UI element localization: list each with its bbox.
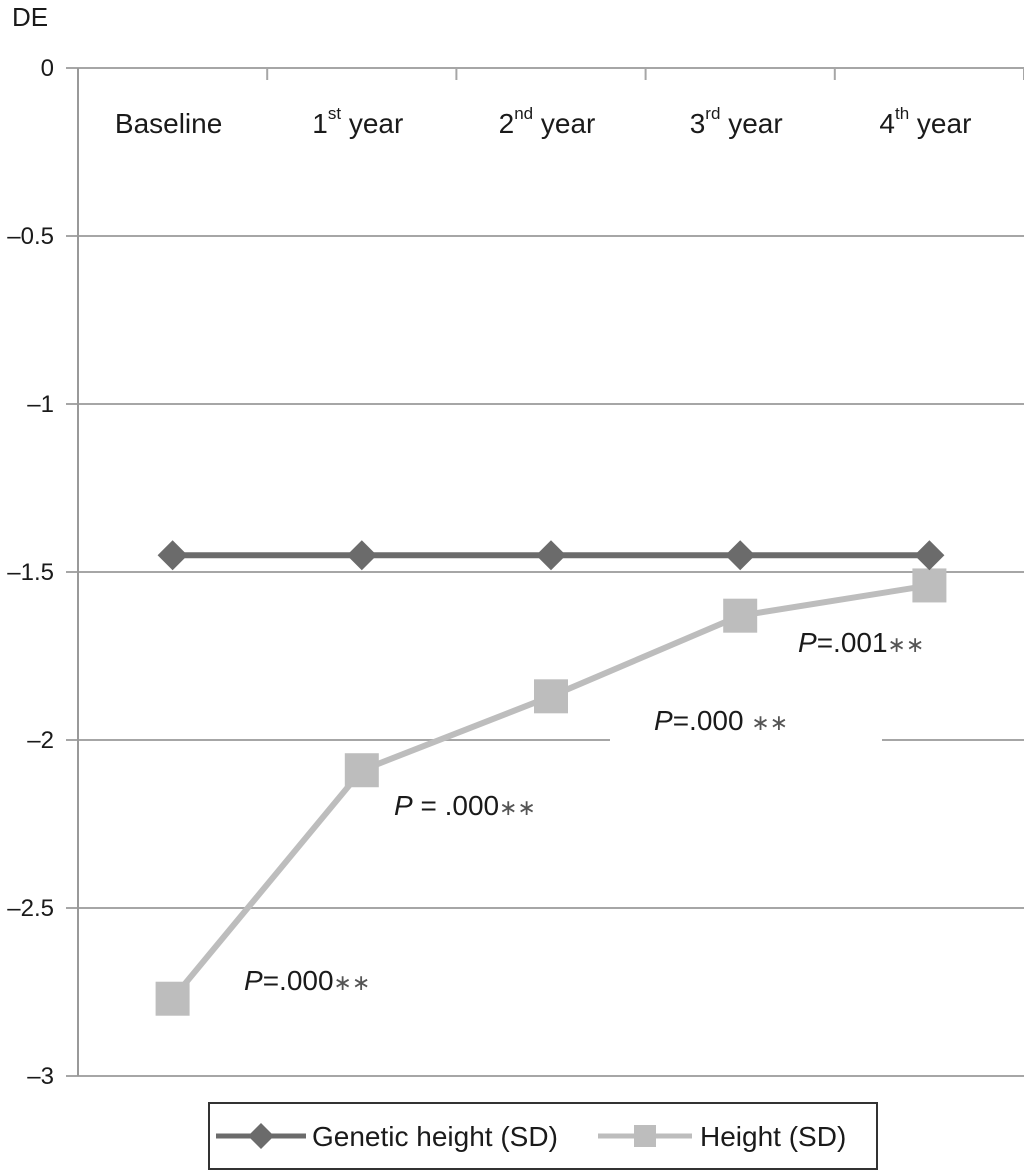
- legend-label-genetic-height: Genetic height (SD): [312, 1121, 558, 1152]
- data-point-height-sd: [344, 753, 379, 788]
- series-layer: [155, 540, 947, 1016]
- data-point-height-sd: [912, 568, 947, 603]
- category-label: 2nd year: [499, 104, 596, 139]
- legend: Genetic height (SD) Height (SD): [208, 1102, 878, 1170]
- y-tick-label: 0: [41, 55, 54, 82]
- y-axis-label: DE: [12, 2, 48, 32]
- data-point-genetic-height-sd: [536, 540, 566, 571]
- category-labels: Baseline 1st year 2nd year 3rd year 4th year: [115, 104, 972, 139]
- y-tick-label: –2.5: [7, 895, 54, 922]
- category-label: 1st year: [312, 104, 403, 139]
- y-tick-labels: 0 –0.5 –1 –1.5 –2 –2.5 –3: [7, 55, 54, 1090]
- legend-label-height: Height (SD): [700, 1121, 846, 1152]
- y-tick-label: –2: [27, 727, 54, 754]
- category-label: 4th year: [879, 104, 971, 139]
- data-point-genetic-height-sd: [725, 540, 756, 571]
- y-tick-label: –0.5: [7, 223, 54, 250]
- axis-layer: DE: [12, 2, 79, 1076]
- legend-box: [208, 1102, 878, 1170]
- legend-marker-genetic-height: [248, 1123, 274, 1149]
- p-value-annotation: P=.001∗∗: [798, 627, 924, 658]
- category-label: 3rd year: [690, 104, 783, 139]
- p-value-annotation: P=.000∗∗: [244, 965, 370, 996]
- y-tick-label: –1: [27, 391, 54, 418]
- p-value-annotation: P = .000∗∗: [394, 790, 536, 821]
- grid-layer: [66, 67, 1024, 1077]
- p-value-annotation: P=.000 ∗∗: [654, 705, 788, 736]
- data-point-height-sd: [534, 679, 568, 714]
- category-label: Baseline: [115, 108, 222, 139]
- annotations: P=.000∗∗ P = .000∗∗ P=.000 ∗∗ P=.001∗∗: [244, 627, 924, 996]
- y-tick-label: –1.5: [7, 559, 54, 586]
- data-point-height-sd: [723, 598, 758, 633]
- data-point-genetic-height-sd: [346, 540, 377, 571]
- data-point-height-sd: [155, 981, 190, 1016]
- y-tick-label: –3: [27, 1063, 54, 1090]
- data-point-genetic-height-sd: [157, 540, 188, 571]
- legend-marker-height: [634, 1125, 656, 1147]
- data-point-genetic-height-sd: [914, 540, 945, 571]
